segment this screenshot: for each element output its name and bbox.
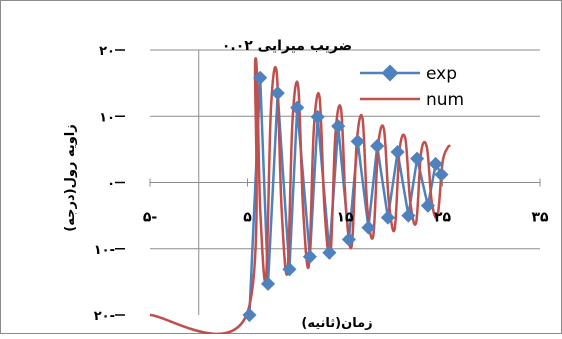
y-axis-label: زاویه رول(درجه) bbox=[63, 124, 78, 231]
x-tick-label: ۵ bbox=[243, 210, 252, 226]
series-exp-marker bbox=[350, 134, 365, 149]
chart-title: ضریب میرایی ۰.۰۲ bbox=[222, 38, 352, 54]
x-tick-label: ۵- bbox=[143, 210, 158, 226]
series-exp-marker bbox=[260, 276, 276, 291]
series-exp-marker bbox=[420, 198, 435, 213]
y-tick-label: ۲۰- bbox=[94, 309, 115, 324]
x-tick-label: ۱۵ bbox=[336, 210, 354, 226]
series-exp-marker bbox=[270, 86, 285, 101]
series-exp-marker bbox=[370, 138, 385, 154]
series-exp-marker bbox=[390, 144, 405, 160]
series-exp-marker bbox=[282, 262, 297, 277]
series-exp-marker bbox=[428, 156, 443, 171]
legend-exp-marker bbox=[381, 64, 399, 82]
legend-exp-label: exp bbox=[426, 64, 457, 84]
x-axis-label: زمان(ثانیه) bbox=[301, 316, 372, 331]
ticks-layer: ۲۰ ۱۰ ۰ ۱۰- ۲۰- ۵- ۵ ۱۵ ۲۵ ۳۵ bbox=[94, 44, 549, 324]
series-exp-marker bbox=[341, 232, 356, 247]
series-exp-marker bbox=[322, 245, 337, 260]
legend-num-label: num bbox=[426, 90, 464, 110]
legend: exp num bbox=[360, 64, 464, 110]
grid-layer bbox=[150, 49, 540, 250]
y-tick-label: ۲۰ bbox=[99, 44, 115, 59]
x-tick-label: ۳۵ bbox=[531, 210, 549, 226]
y-tick-label: ۱۰- bbox=[94, 243, 115, 258]
y-tick-label: ۱۰ bbox=[99, 110, 115, 125]
series-exp-marker bbox=[302, 249, 317, 264]
x-tick-label: ۲۵ bbox=[434, 210, 452, 226]
series-exp-marker bbox=[434, 167, 449, 182]
series-exp-marker bbox=[310, 109, 325, 124]
y-tick-label: ۰ bbox=[107, 177, 115, 192]
series-exp-marker bbox=[410, 151, 425, 166]
